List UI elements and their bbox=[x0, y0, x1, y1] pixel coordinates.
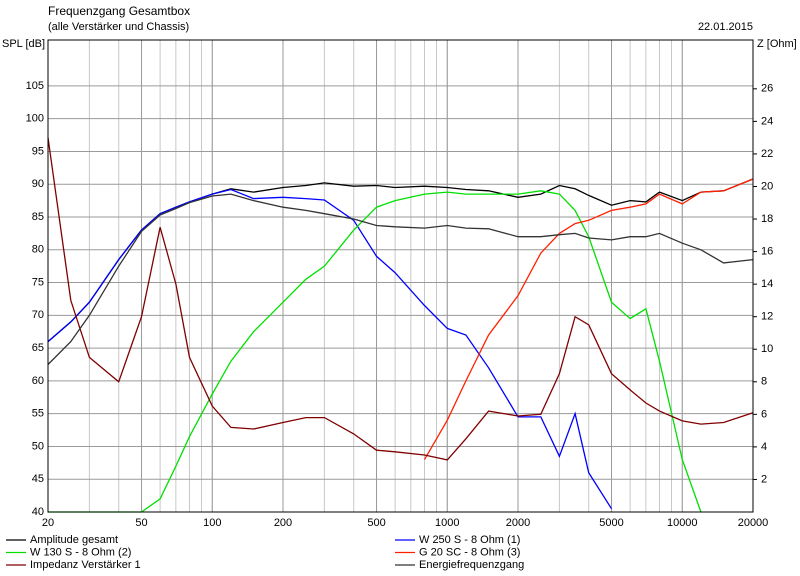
chart-subtitle: (alle Verstärker und Chassis) bbox=[48, 21, 189, 33]
y-tick-label: 95 bbox=[32, 145, 44, 157]
y2-tick-label: 2 bbox=[761, 473, 767, 485]
x-tick-label: 100 bbox=[203, 517, 221, 529]
x-tick-label: 5000 bbox=[599, 517, 623, 529]
y-tick-label: 50 bbox=[32, 440, 44, 452]
y-tick-label: 60 bbox=[32, 375, 44, 387]
series-line bbox=[47, 188, 613, 510]
x-tick-label: 10000 bbox=[667, 517, 698, 529]
y2-tick-label: 4 bbox=[761, 441, 767, 453]
y2-tick-label: 10 bbox=[761, 343, 773, 355]
y-axis-label: SPL [dB] bbox=[2, 38, 45, 50]
y-tick-label: 80 bbox=[32, 244, 44, 256]
x-tick-label: 2000 bbox=[506, 517, 530, 529]
y2-tick-label: 22 bbox=[761, 148, 773, 160]
y-tick-label: 70 bbox=[32, 309, 44, 321]
y2-tick-label: 6 bbox=[761, 408, 767, 420]
y2-tick-label: 24 bbox=[761, 115, 773, 127]
y-tick-label: 85 bbox=[32, 211, 44, 223]
y2-tick-label: 8 bbox=[761, 376, 767, 388]
plot-border bbox=[47, 39, 754, 513]
y-tick-label: 90 bbox=[32, 178, 44, 190]
chart-date: 22.01.2015 bbox=[698, 21, 753, 33]
legend-label: Impedanz Verstärker 1 bbox=[30, 559, 141, 571]
legend-label: G 20 SC - 8 Ohm (3) bbox=[419, 546, 520, 558]
y-tick-label: 100 bbox=[26, 113, 44, 125]
y2-tick-label: 14 bbox=[761, 278, 773, 290]
series-line bbox=[423, 178, 754, 460]
y2-axis-label: Z [Ohm] bbox=[757, 38, 797, 50]
x-tick-label: 50 bbox=[135, 517, 147, 529]
y2-tick-label: 16 bbox=[761, 245, 773, 257]
legend-label: Energiefrequenzgang bbox=[419, 559, 524, 571]
y-tick-label: 105 bbox=[26, 80, 44, 92]
series-line bbox=[48, 190, 702, 513]
y-tick-label: 45 bbox=[32, 473, 44, 485]
x-tick-label: 500 bbox=[367, 517, 385, 529]
legend-label: W 130 S - 8 Ohm (2) bbox=[30, 546, 131, 558]
y2-tick-label: 18 bbox=[761, 213, 773, 225]
x-tick-label: 200 bbox=[274, 517, 292, 529]
chart-title: Frequenzgang Gesamtbox bbox=[48, 4, 190, 18]
series-line bbox=[47, 193, 754, 365]
y2-tick-label: 20 bbox=[761, 180, 773, 192]
x-tick-label: 20 bbox=[42, 517, 54, 529]
legend-label: Amplitude gesamt bbox=[30, 534, 118, 546]
y-tick-label: 40 bbox=[32, 506, 44, 518]
plot-frame bbox=[47, 39, 754, 513]
legend-label: W 250 S - 8 Ohm (1) bbox=[419, 534, 520, 546]
y-tick-label: 75 bbox=[32, 276, 44, 288]
y2-tick-label: 26 bbox=[761, 83, 773, 95]
y-tick-label: 55 bbox=[32, 408, 44, 420]
y2-tick-label: 12 bbox=[761, 311, 773, 323]
x-tick-label: 20000 bbox=[738, 517, 769, 529]
y-tick-label: 65 bbox=[32, 342, 44, 354]
series-line bbox=[47, 137, 754, 461]
x-tick-label: 1000 bbox=[435, 517, 459, 529]
